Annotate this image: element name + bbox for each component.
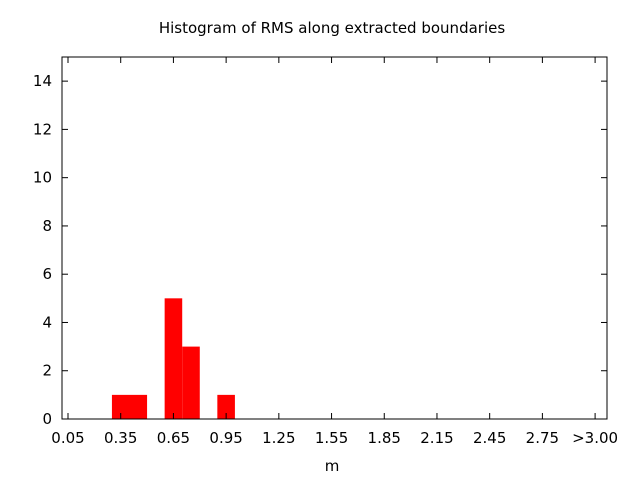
x-tick-label: 2.75 <box>526 429 559 447</box>
y-tick-label: 2 <box>42 362 52 380</box>
plot-frame <box>61 56 608 420</box>
y-tick-label: 12 <box>33 120 52 138</box>
bar-0.45 <box>129 394 148 419</box>
y-axis: 0 2 4 6 8 10 12 14 <box>33 72 607 428</box>
y-tick-label: 0 <box>42 410 52 428</box>
x-tick-label: 0.35 <box>104 429 137 447</box>
x-axis: 0.05 0.35 0.65 0.95 1.25 1.55 1.85 2.15 2.45 2.75… <box>51 57 618 447</box>
bar-0.35 <box>111 394 130 419</box>
x-tick-label: >3.00 <box>572 429 618 447</box>
y-tick-label: 6 <box>42 265 52 283</box>
bars-group <box>111 298 235 419</box>
x-tick-label: 1.25 <box>262 429 295 447</box>
x-tick-label: 0.65 <box>157 429 190 447</box>
bar-0.65 <box>164 298 183 419</box>
x-tick-label: 2.15 <box>420 429 453 447</box>
y-tick-label: 14 <box>33 72 52 90</box>
y-tick-label: 8 <box>42 217 52 235</box>
chart-title: Histogram of RMS along extracted boundar… <box>159 19 506 37</box>
x-axis-label: m <box>325 457 340 475</box>
x-tick-label: 2.45 <box>473 429 506 447</box>
x-tick-label: 0.95 <box>209 429 242 447</box>
x-tick-label: 0.05 <box>51 429 84 447</box>
y-tick-label: 10 <box>33 169 52 187</box>
x-tick-label: 1.85 <box>368 429 401 447</box>
x-tick-label: 1.55 <box>315 429 348 447</box>
y-tick-label: 4 <box>42 313 52 331</box>
bar-0.75 <box>182 346 200 419</box>
bar-0.95 <box>217 394 235 419</box>
